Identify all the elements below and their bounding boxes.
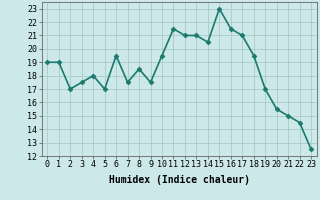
X-axis label: Humidex (Indice chaleur): Humidex (Indice chaleur): [109, 175, 250, 185]
